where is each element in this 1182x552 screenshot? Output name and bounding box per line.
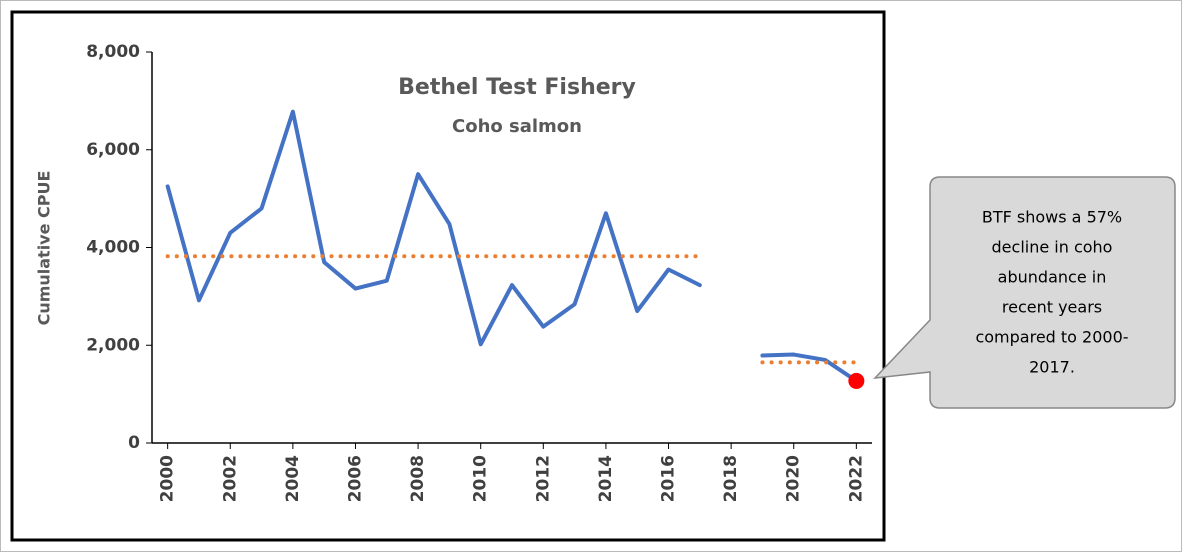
x-tick-label: 2002 xyxy=(220,455,240,502)
chart-frame xyxy=(10,10,886,542)
x-tick-label: 2010 xyxy=(471,455,491,502)
chart-subtitle: Coho salmon xyxy=(452,116,582,137)
callout-text: recent years xyxy=(1002,298,1102,317)
x-tick-label: 2012 xyxy=(533,455,553,502)
y-tick-label: 0 xyxy=(128,433,140,453)
y-tick-label: 6,000 xyxy=(86,140,140,160)
callout-text: compared to 2000- xyxy=(975,328,1128,347)
callout-box xyxy=(873,176,1176,409)
average-line xyxy=(165,254,859,365)
y-tick-label: 2,000 xyxy=(86,335,140,355)
highlight-point xyxy=(848,372,865,389)
y-axis-label: Cumulative CPUE xyxy=(35,171,54,326)
x-tick-label: 2000 xyxy=(158,455,178,502)
x-tick-label: 2022 xyxy=(846,455,866,502)
callout-text: BTF shows a 57% xyxy=(982,208,1122,227)
x-tick-label: 2014 xyxy=(596,455,616,502)
y-tick-label: 4,000 xyxy=(86,238,140,258)
callout-text: abundance in xyxy=(998,268,1107,287)
data-line xyxy=(165,109,859,383)
callout-text: 2017. xyxy=(1029,358,1075,377)
x-tick-label: 2004 xyxy=(283,455,303,502)
chart-title: Bethel Test Fishery xyxy=(398,75,636,100)
y-tick-label: 8,000 xyxy=(86,42,140,62)
x-tick-label: 2016 xyxy=(659,455,679,502)
x-tick-label: 2008 xyxy=(408,455,428,502)
x-tick-label: 2020 xyxy=(784,455,804,502)
callout-text: decline in coho xyxy=(992,238,1113,257)
x-tick-label: 2018 xyxy=(721,455,741,502)
x-tick-label: 2006 xyxy=(345,455,365,502)
